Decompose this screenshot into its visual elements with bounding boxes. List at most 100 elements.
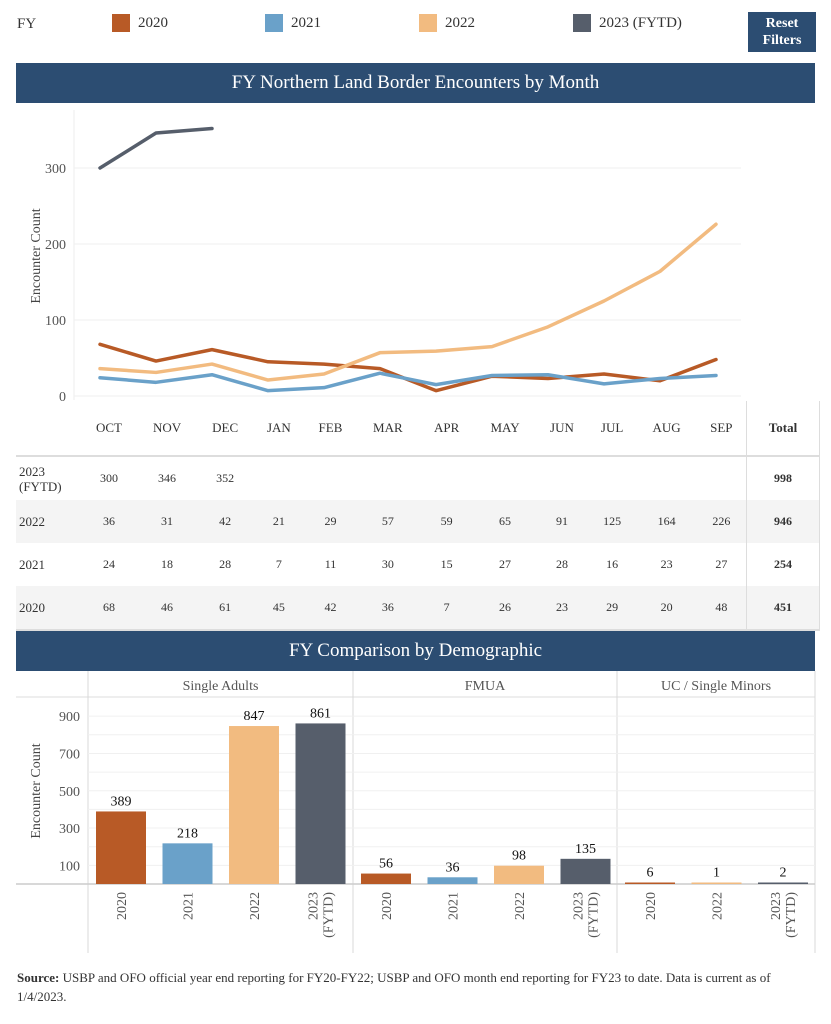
table-row: 2022 36 31 42 21 29 57 59 65 91 125 164 226 946 [16,500,820,543]
reset-label-line1: Reset [765,16,799,31]
table-cell: 7 [275,557,282,571]
bar-value-label: 218 [177,826,198,841]
bar-value-label: 56 [379,857,393,872]
bar-value-label: 36 [446,860,460,875]
legend-item-2020[interactable]: 2020 [112,14,168,32]
y-tick-label: 100 [59,859,80,874]
x-tick-label: 2023(FYTD) [572,892,602,938]
bar-value-label: 2 [780,866,787,881]
bar-fmua-2023[interactable] [560,858,611,884]
table-cell: 48 [696,586,747,631]
table-cell: 23 [660,557,673,571]
gridlines [74,167,741,397]
table-cell [474,456,536,500]
legend-item-2023[interactable]: 2023 (FYTD) [573,14,682,32]
bar-value-label: 6 [647,866,654,881]
legend-item-2022[interactable]: 2022 [419,14,475,32]
table-cell: 346 [158,471,177,485]
table-header-row: OCT NOV DEC JAN FEB MAR APR MAY JUN JUL … [16,401,820,457]
bar-value-label: 847 [244,709,265,724]
table-cell: 125 [587,500,637,543]
x-tick-label-line: 2023 [769,892,784,920]
bar-fmua-2022[interactable] [494,865,544,884]
source-note: Source: USBP and OFO official year end r… [17,968,817,1006]
bar-single-adults-2020[interactable] [96,811,146,884]
x-tick-label-line: 2023 [572,892,587,920]
table-cell: 24 [102,557,115,571]
x-tick-label: 2020 [115,892,130,920]
row-label: 2021 [19,557,45,572]
bar-single-adults-2021[interactable] [162,843,213,884]
row-total: 451 [746,586,820,631]
table-cell: 28 [555,557,568,571]
bar-single-adults-2022[interactable] [229,726,279,884]
table-cell: 26 [473,586,537,631]
legend-item-label: 2020 [138,14,168,31]
table-cell: 164 [636,500,697,543]
table-cell: 29 [587,586,637,631]
table-cell: 46 [136,586,198,631]
row-total: 946 [746,500,820,543]
line-series-2021[interactable] [98,371,718,393]
legend-item-label: 2022 [445,14,475,31]
bar-value-label: 389 [111,794,132,809]
x-tick-label: 2022 [513,892,528,920]
bar-fmua-2020[interactable] [361,873,411,884]
table-cell: 59 [419,500,474,543]
row-label: 2022 [16,500,81,543]
legend-item-2021[interactable]: 2021 [265,14,321,32]
bar-single-adults-2023[interactable] [295,723,346,884]
row-total: 998 [746,456,820,500]
bar-uc-single-minors-2022[interactable] [691,882,742,885]
header-mar: MAR [356,401,420,457]
line-series-2022[interactable] [98,222,718,382]
header-may: MAY [473,401,537,457]
table-cell: 226 [696,500,747,543]
table-row: 2021 24 18 28 7 11 30 15 27 28 16 23 27 254 [16,543,820,586]
line-series-2023[interactable] [98,126,214,170]
table-cell: 27 [499,557,512,571]
x-tick-label: 2022 [248,892,263,920]
header-dec: DEC [197,401,254,457]
table-cell [536,456,588,500]
reset-filters-button[interactable]: Reset Filters [748,12,816,52]
y-tick-label: 300 [59,822,80,837]
y-tick-label: 700 [59,747,80,762]
y-tick-label: 300 [45,162,66,177]
panel-title: FMUA [465,679,506,694]
y-axis-label: Encounter Count [29,208,44,303]
bar-value-label: 98 [512,849,526,864]
table-cell: 57 [356,500,420,543]
table-cell [636,456,696,500]
table-cell: 15 [440,557,453,571]
panel-title: Single Adults [183,679,259,694]
table-cell: 68 [81,586,137,631]
bar-uc-single-minors-2023[interactable] [758,882,808,885]
table-cell: 16 [606,557,619,571]
table-cell [588,456,637,500]
legend-label: FY [17,16,37,32]
x-tick-label-line: 2023 [307,892,322,920]
source-label: Source: [17,970,60,985]
x-tick-label-line: (FYTD) [322,892,337,938]
table-cell: 29 [304,500,357,543]
table-cell: 300 [99,471,118,485]
y-tick-labels: 100 300 500 700 900 [59,710,80,874]
bar-uc-single-minors-2020[interactable] [625,882,675,885]
row-label: 2020 [16,586,81,631]
reset-label-line2: Filters [762,33,802,48]
x-tick-label-line: (FYTD) [587,892,602,938]
header-jul: JUL [587,401,637,457]
bar-fmua-2021[interactable] [427,877,478,884]
panel-title: UC / Single Minors [661,679,771,694]
x-tick-label: 2020 [644,892,659,920]
header-jun: JUN [536,401,588,457]
legend-swatch-2022 [419,14,437,32]
y-tick-label: 200 [45,238,66,253]
legend-item-label: 2023 (FYTD) [599,14,682,31]
table-cell [419,456,474,500]
x-tick-label: 2020 [380,892,395,920]
bar-value-label: 135 [575,842,596,857]
table-cell [356,456,419,500]
source-text: USBP and OFO official year end reporting… [17,970,771,1004]
